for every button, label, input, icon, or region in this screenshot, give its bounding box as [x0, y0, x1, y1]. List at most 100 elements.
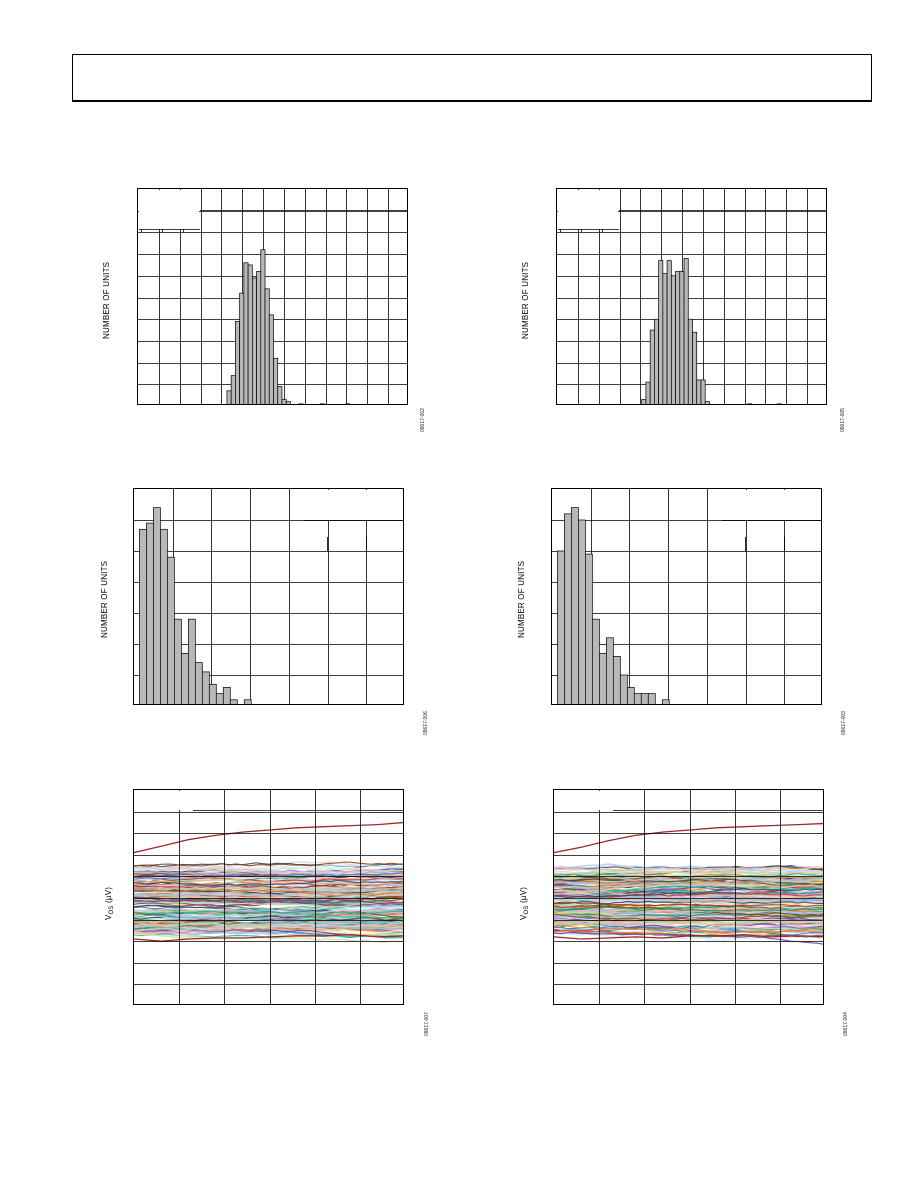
histogram-2-ylabel: NUMBER OF UNITS	[521, 261, 530, 339]
drift-1-ylabel-prefix: V	[104, 914, 113, 920]
drift-1-ylabel-suffix: (µV)	[104, 886, 113, 906]
histogram-3-figure-id: 09617-006	[423, 711, 429, 735]
drift-2-ylabel-sub: OS	[524, 905, 530, 915]
histogram-4-ylabel: NUMBER OF UNITS	[517, 560, 526, 638]
histogram-3-bar	[160, 528, 168, 704]
histogram-3-bar	[201, 671, 210, 704]
histogram-2-bar	[700, 379, 706, 404]
histogram-1-bar	[264, 288, 270, 404]
histogram-4	[551, 488, 822, 705]
histogram-4-bar	[557, 550, 565, 704]
histogram-3-bar	[222, 687, 231, 704]
histogram-4-bar	[605, 637, 614, 704]
histogram-2-bar	[679, 271, 685, 404]
histogram-1-bar	[251, 277, 257, 404]
drift-1-legend-area	[135, 791, 193, 810]
histogram-2-bar	[670, 275, 676, 404]
histogram-3	[133, 488, 404, 705]
histogram-1-bar	[226, 390, 232, 404]
histogram-1-bar	[243, 262, 249, 404]
histogram-4-bar	[647, 693, 656, 704]
histogram-1-bar	[235, 321, 240, 404]
histogram-4-bar	[578, 519, 586, 704]
drift-2-figure-id: 09617-004	[843, 1012, 849, 1036]
drift-2-ylabel-suffix: (µV)	[519, 886, 528, 906]
drift-2-ylabel: VOS (µV)	[519, 887, 530, 920]
histogram-1-ylabel: NUMBER OF UNITS	[102, 261, 111, 339]
drift-2	[553, 789, 824, 1005]
histogram-4-svg	[552, 489, 821, 704]
histogram-2	[556, 188, 827, 405]
histogram-1-bar	[277, 386, 283, 404]
histogram-2-bar	[696, 379, 702, 404]
histogram-2-bar	[641, 399, 647, 404]
histogram-4-bar	[626, 687, 635, 704]
histogram-4-figure-id: 09617-003	[841, 711, 847, 735]
drift-1-series	[134, 821, 403, 944]
histogram-4-bar	[619, 674, 628, 704]
histogram-1-bar	[281, 399, 287, 404]
histogram-2-bar	[747, 403, 753, 404]
histogram-2-bar	[704, 401, 710, 404]
histogram-2-figure-id: 09617-005	[840, 408, 846, 432]
histogram-4-bar	[585, 553, 593, 704]
histogram-2-bar	[683, 258, 689, 404]
legend-area	[558, 190, 618, 211]
histogram-3-bar	[180, 652, 189, 704]
drift-2-legend-area	[555, 791, 613, 810]
drift-1	[133, 789, 404, 1005]
page-header	[72, 54, 872, 102]
histogram-2-bar	[645, 381, 651, 404]
histogram-3-bar	[174, 618, 182, 704]
histogram-4-bar	[633, 693, 642, 704]
drift-2-grid	[554, 790, 823, 1004]
drift-1-outlier-top	[134, 821, 403, 854]
histogram-1-bar	[230, 375, 236, 404]
drift-1-ylabel-sub: OS	[109, 905, 115, 915]
histogram-2-bar	[776, 403, 782, 404]
histogram-3-bar	[208, 683, 217, 704]
legend-area	[139, 211, 199, 229]
histogram-2-bar	[654, 318, 659, 404]
histogram-2-bars	[641, 258, 782, 404]
histogram-3-bar	[153, 507, 161, 704]
histogram-3-bar	[146, 522, 154, 704]
histogram-1-bar	[298, 403, 304, 404]
histogram-3-bar	[243, 699, 252, 704]
histogram-1-bar	[247, 264, 253, 404]
histogram-3-ylabel: NUMBER OF UNITS	[100, 560, 109, 638]
histogram-3-bar	[194, 662, 203, 704]
histogram-3-svg	[134, 489, 403, 704]
histogram-2-bar	[675, 271, 681, 404]
histogram-2-bar	[658, 260, 664, 404]
drift-1-ylabel: VOS (µV)	[104, 887, 115, 920]
histogram-1-bar	[319, 403, 325, 404]
histogram-1-bar	[260, 249, 266, 404]
histogram-1-figure-id: 09617-002	[420, 408, 426, 432]
histogram-4-bar	[571, 507, 579, 704]
drift-2-ylabel-prefix: V	[519, 914, 528, 920]
histogram-4-bar	[592, 618, 600, 704]
histogram-4-bar	[612, 656, 621, 704]
histogram-4-bar	[598, 652, 607, 704]
histogram-3-bar	[187, 618, 196, 704]
histogram-4-bar	[640, 693, 649, 704]
histogram-1-bars	[226, 249, 351, 404]
histogram-1	[137, 188, 408, 405]
histogram-2-bar	[687, 318, 693, 404]
histogram-3-bar	[215, 693, 224, 704]
histogram-1-bar	[268, 314, 274, 404]
drift-2-svg	[554, 790, 823, 1004]
histogram-2-svg	[557, 189, 826, 404]
drift-1-svg	[134, 790, 403, 1004]
histogram-4-bar	[661, 699, 670, 704]
histogram-3-bars	[139, 507, 252, 704]
histogram-2-bar	[662, 273, 668, 404]
histogram-3-bar	[139, 528, 147, 704]
histogram-2-bar	[649, 329, 655, 404]
histogram-1-bar	[345, 403, 351, 404]
histogram-3-bar	[229, 699, 238, 704]
histogram-1-svg	[138, 189, 407, 404]
histogram-2-bar	[666, 260, 672, 404]
histogram-1-bar	[285, 401, 291, 404]
